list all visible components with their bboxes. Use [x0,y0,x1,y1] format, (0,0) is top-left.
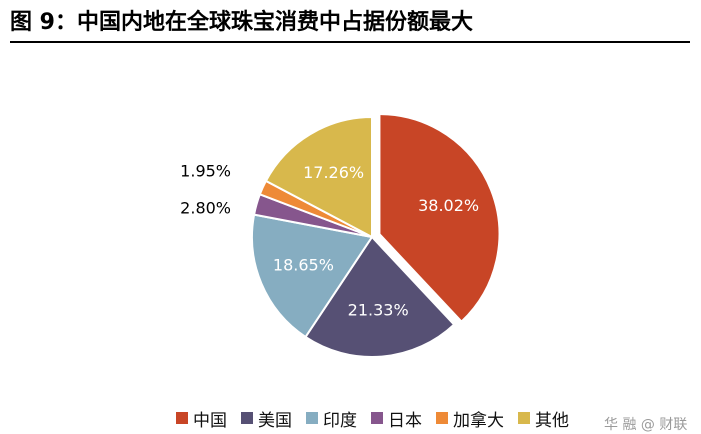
legend-item: 加拿大 [436,406,504,431]
legend-label: 印度 [323,410,357,431]
title-underline [10,41,690,43]
legend-item: 印度 [306,406,357,431]
legend-label: 中国 [193,410,227,431]
legend-item: 美国 [241,406,292,431]
legend-item: 日本 [371,406,422,431]
chart-legend: 中国 美国 印度 日本 加拿大 其他 [176,406,569,431]
data-label: 2.80% [180,199,231,218]
data-label: 1.95% [180,162,231,181]
watermark: 华 融 @ 财联 [604,417,688,433]
legend-swatch [176,412,188,424]
data-label: 17.26% [303,163,364,182]
legend-label: 美国 [258,410,292,431]
pie-slice [264,115,373,239]
figure-title: 图 9：中国内地在全球珠宝消费中占据份额最大 [10,10,473,35]
legend-swatch [436,412,448,424]
pie-slice [304,235,456,358]
legend-swatch [518,412,530,424]
data-label: 38.02% [418,196,479,215]
legend-label: 日本 [388,410,422,431]
legend-swatch [371,412,383,424]
legend-swatch [306,412,318,424]
legend-label: 加拿大 [453,410,504,431]
pie-slice [378,113,501,324]
legend-item: 中国 [176,406,227,431]
data-label: 21.33% [348,301,409,320]
data-label: 18.65% [273,255,334,274]
legend-label: 其他 [535,410,569,431]
pie-slice [251,213,374,339]
legend-item: 其他 [518,406,569,431]
legend-swatch [241,412,253,424]
